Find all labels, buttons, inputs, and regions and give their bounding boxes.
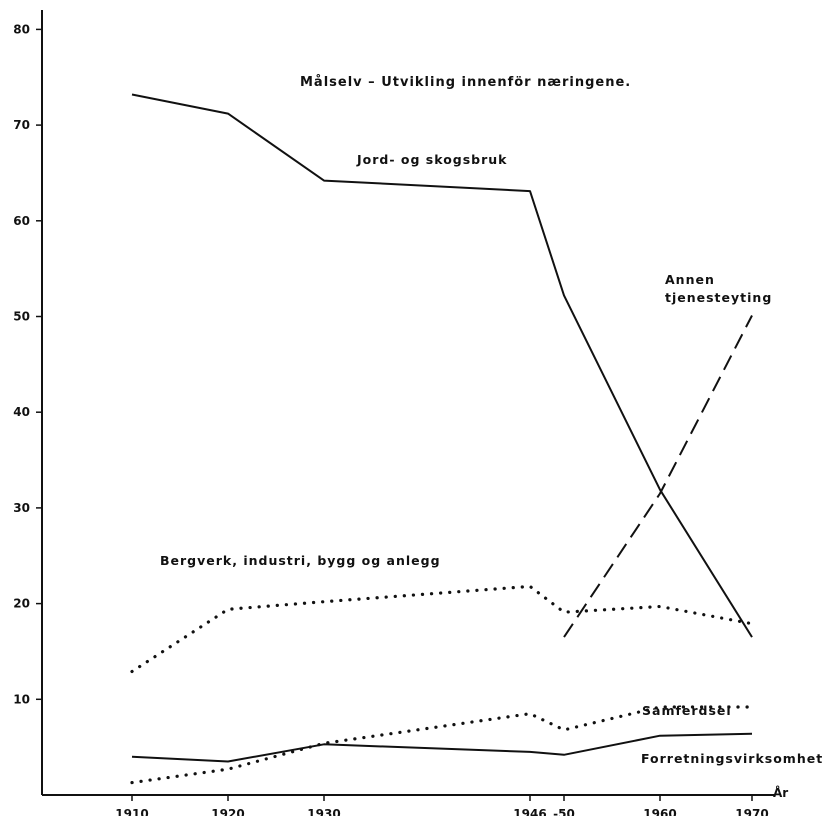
y-tick-label: 40 xyxy=(13,405,30,419)
chart-title: Målselv – Utvikling innenför næringene. xyxy=(300,75,631,90)
series-line-bergverk-industri-bygg-og-anlegg xyxy=(130,584,754,674)
y-tick-label: 70 xyxy=(13,118,30,132)
x-tick-label: 1920 xyxy=(211,807,244,816)
series-line-jord-og-skogsbruk xyxy=(131,93,753,638)
series-line-forretningsvirksomhet xyxy=(131,732,753,763)
label-forretningsvirksomhet: Forretningsvirksomhet xyxy=(641,751,823,766)
y-tick-label: 80 xyxy=(13,22,30,36)
series-layer xyxy=(130,93,754,785)
y-ticks: 10 20 30 40 50 60 70 80 xyxy=(13,22,42,706)
series-line-samferdsel xyxy=(130,705,754,785)
label-samferdsel: Samferdsel xyxy=(642,703,732,718)
series-line-annen-tjenesteyting xyxy=(563,315,753,638)
label-bergverk-industri: Bergverk, industri, bygg og anlegg xyxy=(160,553,441,568)
x-tick-label: 1946 xyxy=(513,807,546,816)
label-tjenesteyting: tjenesteyting xyxy=(665,290,772,305)
y-tick-label: 10 xyxy=(13,692,30,706)
x-tick-label: -50 xyxy=(553,807,575,816)
x-tick-label: 1910 xyxy=(115,807,148,816)
x-tick-label: 1970 xyxy=(735,807,768,816)
y-tick-label: 20 xyxy=(13,597,30,611)
y-tick-label: 50 xyxy=(13,310,30,324)
y-tick-label: 30 xyxy=(13,501,30,515)
x-ticks: 1910 1920 1930 1946 -50 1960 1970 xyxy=(115,795,769,816)
x-axis-label: År xyxy=(773,785,788,800)
x-tick-label: 1930 xyxy=(307,807,340,816)
label-annen: Annen xyxy=(665,272,715,287)
x-tick-label: 1960 xyxy=(643,807,676,816)
y-tick-label: 60 xyxy=(13,214,30,228)
label-jord-og-skogsbruk: Jord- og skogsbruk xyxy=(356,152,508,167)
